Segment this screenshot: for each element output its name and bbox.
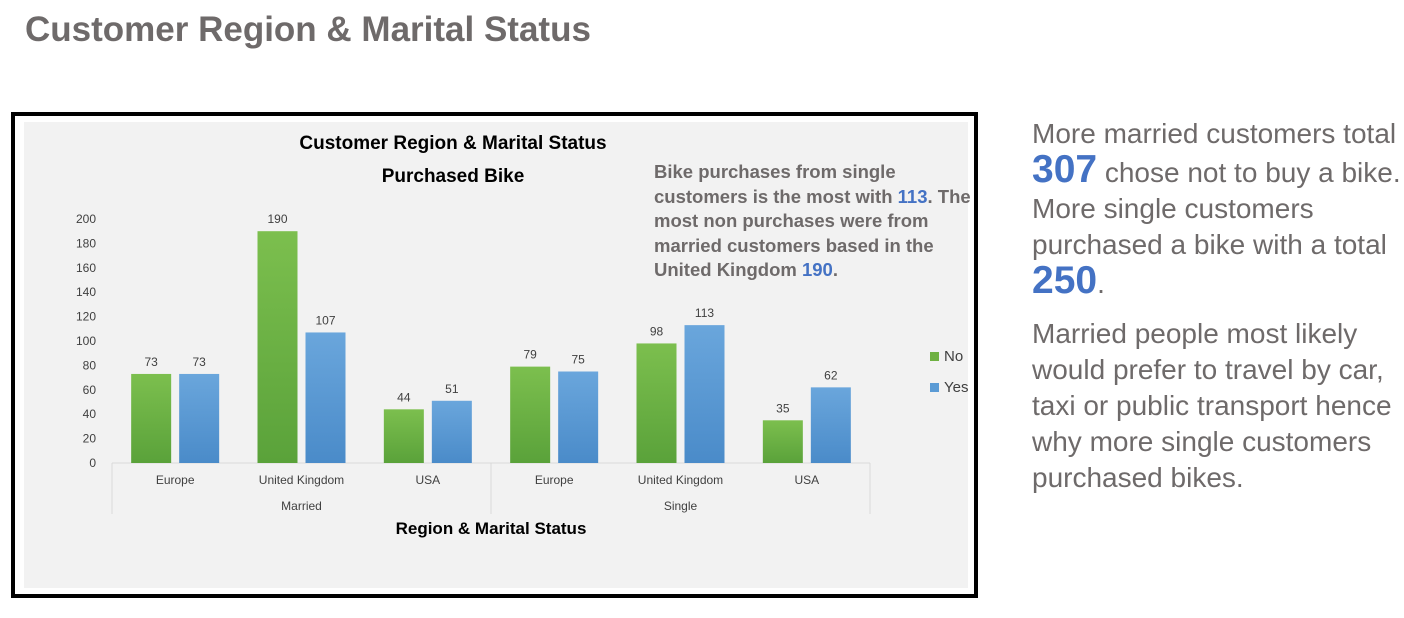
- insight-text: More married customers total: [1032, 118, 1397, 149]
- x-category-label: Europe: [535, 473, 574, 487]
- bar-chart: Customer Region & Marital Status Purchase…: [76, 133, 969, 538]
- annotation-text-1: Bike purchases from single customers is …: [654, 161, 898, 207]
- insight-text: .: [1097, 268, 1105, 299]
- bar-yes: [179, 373, 220, 463]
- legend-swatch-no: [930, 352, 939, 361]
- bar-yes: [558, 371, 599, 463]
- data-label: 98: [650, 324, 664, 338]
- y-tick-label: 160: [76, 261, 96, 275]
- y-tick-label: 120: [76, 310, 96, 324]
- bar-no: [383, 409, 424, 463]
- insight-paragraph-1: More married customers total 307 chose n…: [1032, 116, 1404, 302]
- x-category-label: United Kingdom: [638, 473, 723, 487]
- chart-background: [24, 122, 968, 588]
- data-label: 190: [267, 212, 287, 226]
- legend-label-no: No: [944, 348, 963, 365]
- bar-yes: [305, 332, 346, 463]
- data-label: 44: [397, 390, 411, 404]
- insight-paragraph-2: Married people most likely would prefer …: [1032, 318, 1392, 493]
- bar-yes: [810, 387, 851, 463]
- bar-yes: [684, 325, 725, 463]
- annotation-value-190: 190: [801, 259, 833, 280]
- x-category-label: USA: [794, 473, 819, 487]
- annotation-text-2: . The most non purchases were from marri…: [654, 185, 971, 281]
- y-tick-label: 180: [76, 236, 96, 250]
- y-tick-label: 60: [83, 383, 97, 397]
- x-category-label: USA: [415, 473, 440, 487]
- y-tick-label: 100: [76, 334, 96, 348]
- data-label: 62: [824, 368, 838, 382]
- y-tick-label: 140: [76, 285, 96, 299]
- data-label: 79: [523, 348, 537, 362]
- annotation-value-113: 113: [897, 185, 928, 207]
- page-title: Customer Region & Marital Status: [25, 10, 591, 49]
- y-tick-label: 0: [89, 456, 96, 470]
- x-group-label: Single: [664, 499, 698, 513]
- chart-frame: Customer Region & Marital Status Purchase…: [11, 112, 978, 598]
- legend-label-yes: Yes: [944, 379, 968, 396]
- legend-swatch-yes: [930, 383, 939, 392]
- bar-no: [257, 231, 298, 463]
- data-label: 107: [315, 313, 335, 327]
- x-group-label: Married: [281, 499, 322, 513]
- bar-no: [131, 373, 172, 463]
- data-label: 35: [776, 401, 790, 415]
- insight-text: chose not to buy a bike. More single cus…: [1032, 157, 1401, 260]
- bar-no: [510, 366, 551, 463]
- data-label: 73: [144, 355, 158, 369]
- data-label: 73: [192, 355, 206, 369]
- chart-subtitle: Purchased Bike: [382, 166, 525, 187]
- data-label: 75: [571, 353, 585, 367]
- bar-yes: [431, 400, 472, 463]
- y-tick-label: 20: [83, 432, 97, 446]
- annotation-text-3: .: [832, 259, 838, 280]
- y-tick-label: 40: [83, 407, 97, 421]
- x-category-label: United Kingdom: [259, 473, 344, 487]
- x-axis-title: Region & Marital Status: [396, 519, 587, 538]
- chart-annotation: Bike purchases from single customers is …: [654, 160, 974, 283]
- y-tick-label: 80: [83, 358, 97, 372]
- chart-title: Customer Region & Marital Status: [299, 133, 606, 154]
- x-category-label: Europe: [156, 473, 195, 487]
- data-label: 51: [445, 382, 459, 396]
- insight-panel: More married customers total 307 chose n…: [1032, 116, 1404, 510]
- y-tick-label: 200: [76, 212, 96, 226]
- data-label: 113: [695, 306, 714, 320]
- single-yes-total: 250: [1032, 259, 1098, 302]
- bar-no: [636, 343, 677, 463]
- married-no-total: 307: [1032, 148, 1098, 191]
- bar-no: [762, 420, 803, 463]
